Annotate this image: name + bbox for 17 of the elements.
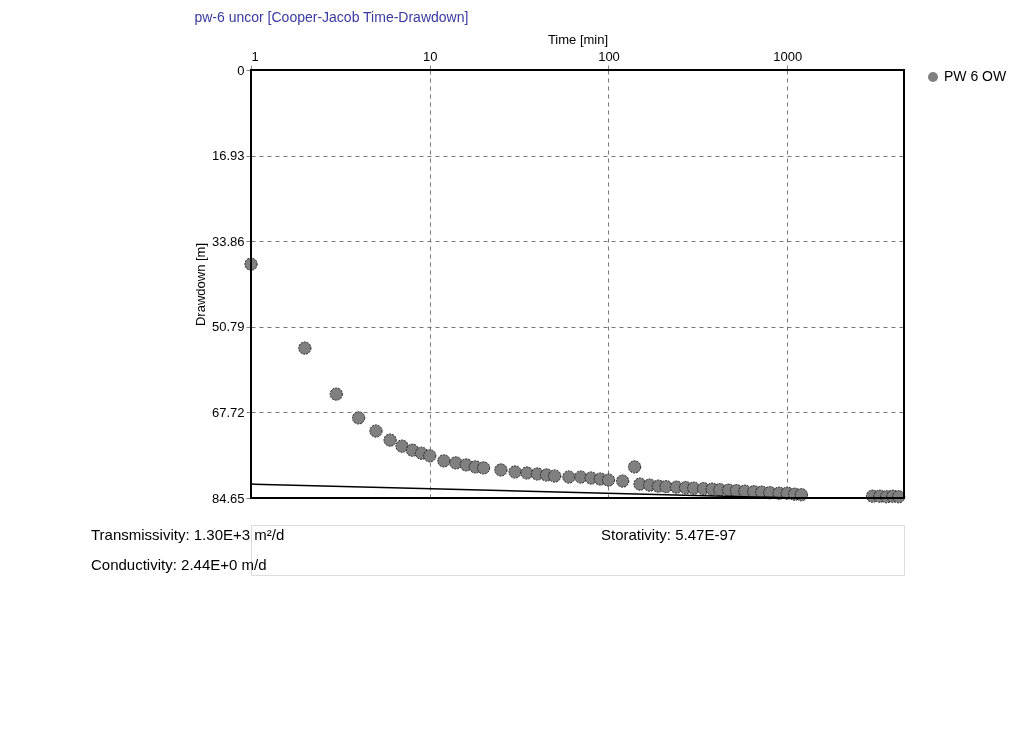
chart-title: pw-6 uncor [Cooper-Jacob Time-Drawdown] bbox=[194, 9, 469, 25]
x-tick-label: 100 bbox=[598, 48, 620, 64]
x-tick-label: 1000 bbox=[773, 48, 803, 64]
x-tick-label: 10 bbox=[423, 48, 438, 64]
text: Conductivity: 2.44E+0 m/d bbox=[91, 556, 267, 573]
legend-label: PW 6 OW bbox=[944, 68, 1008, 84]
y-axis-title: Drawdown [m] bbox=[192, 242, 208, 327]
text: Storativity: 5.47E-97 bbox=[601, 526, 737, 543]
text: Transmissivity: 1.30E+3 m²/d bbox=[91, 526, 285, 543]
y-tick-label: 33.86 bbox=[211, 233, 245, 249]
x-axis-title: Time [min] bbox=[547, 31, 609, 47]
x-tick-label: 1 bbox=[251, 48, 259, 64]
y-tick-label: 84.65 bbox=[211, 490, 245, 506]
y-tick-label: 0 bbox=[237, 62, 245, 78]
y-tick-label: 50.79 bbox=[211, 319, 245, 335]
y-tick-label: 16.93 bbox=[211, 148, 245, 164]
y-tick-label: 67.72 bbox=[211, 404, 245, 420]
